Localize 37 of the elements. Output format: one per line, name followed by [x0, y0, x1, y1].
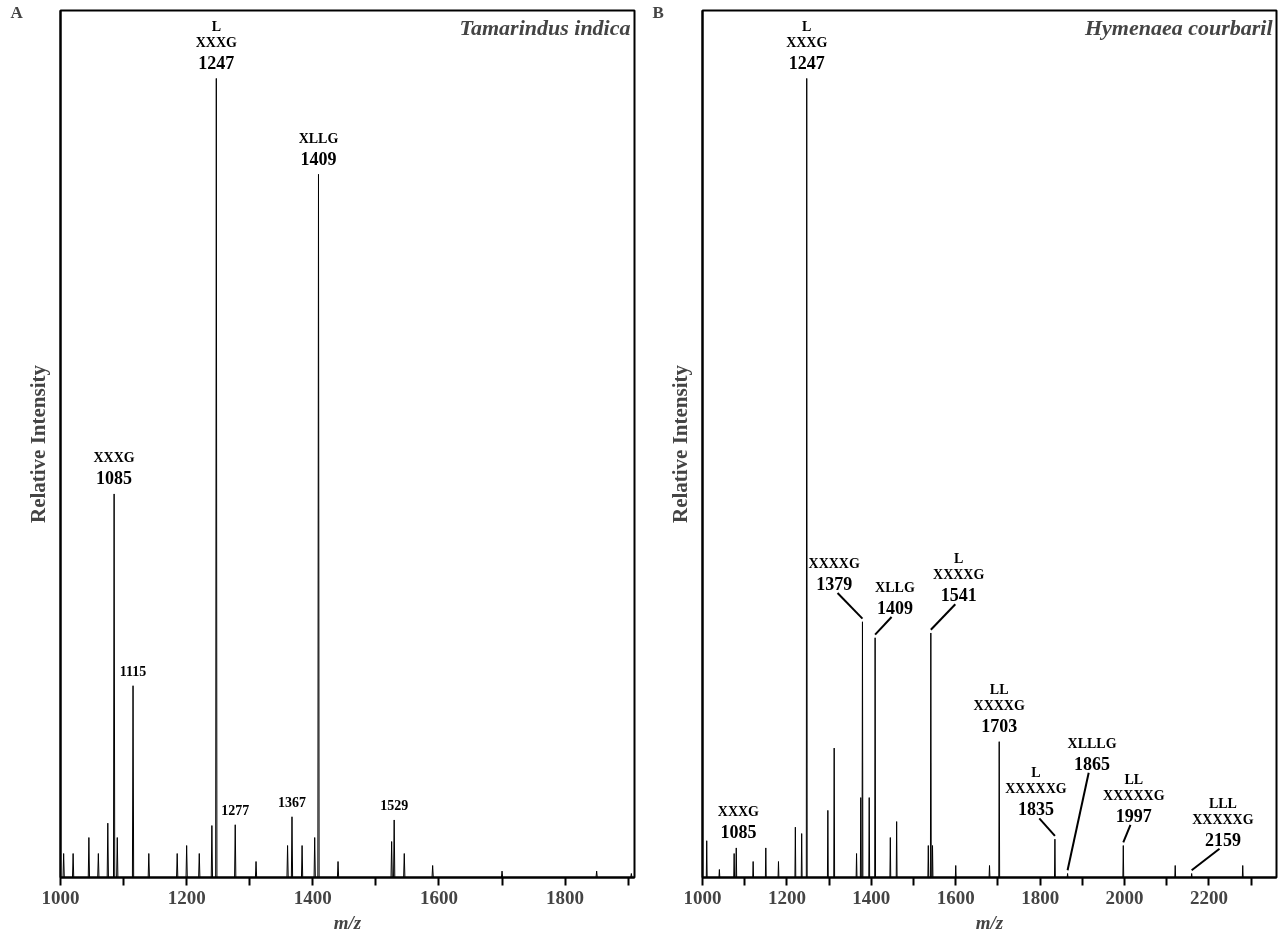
- x-tick-label: 2000: [1105, 886, 1144, 908]
- annotation: XLLLG 1865: [1067, 735, 1117, 774]
- x-tick-label: 1400: [293, 886, 332, 908]
- annotation: 1529: [380, 798, 409, 814]
- annotation: 1367: [277, 795, 306, 811]
- annotation: XXXG 1085: [717, 804, 760, 843]
- annotation: LLL XXXXXG 2159: [1192, 795, 1254, 850]
- x-tick-label: 1000: [683, 886, 722, 908]
- x-axis-title: m/z: [975, 911, 1004, 933]
- y-axis-title: Relative Intensity: [25, 364, 50, 524]
- annotation: L XXXG 1247: [195, 18, 238, 73]
- x-tick-label: 1400: [852, 886, 891, 908]
- text: A: [10, 2, 24, 22]
- x-tick-label: 1800: [1021, 886, 1060, 908]
- annotation: L XXXXXG 1835: [1005, 765, 1067, 820]
- annotation: XXXXG 1379: [808, 555, 860, 594]
- x-tick-label: 1800: [546, 886, 585, 908]
- y-axis-title: Relative Intensity: [667, 364, 692, 524]
- annotation: 1115: [119, 664, 147, 680]
- x-tick-label: 1600: [936, 886, 975, 908]
- x-tick-label: 2200: [1189, 886, 1228, 908]
- x-tick-label: 1600: [419, 886, 458, 908]
- text: B: [652, 2, 664, 22]
- annotation: L XXXG 1247: [786, 18, 828, 73]
- annotation: XLLG 1409: [875, 579, 915, 618]
- annotation: XLLG 1409: [298, 130, 339, 169]
- chart-title: Tamarindus indica: [459, 14, 631, 40]
- x-tick-label: 1000: [41, 886, 80, 908]
- annotation: L XXXXG 1541: [933, 551, 985, 606]
- chart-title: Hymenaea courbaril: [1083, 14, 1274, 40]
- x-axis-title: m/z: [333, 911, 362, 933]
- annotation: LL XXXXXG 1997: [1103, 771, 1165, 826]
- x-tick-label: 1200: [767, 886, 806, 908]
- annotation: 1277: [221, 803, 250, 819]
- x-tick-label: 1200: [167, 886, 206, 908]
- annotation: LL XXXXG 1703: [973, 682, 1025, 737]
- annotation: XXXG 1085: [93, 450, 135, 489]
